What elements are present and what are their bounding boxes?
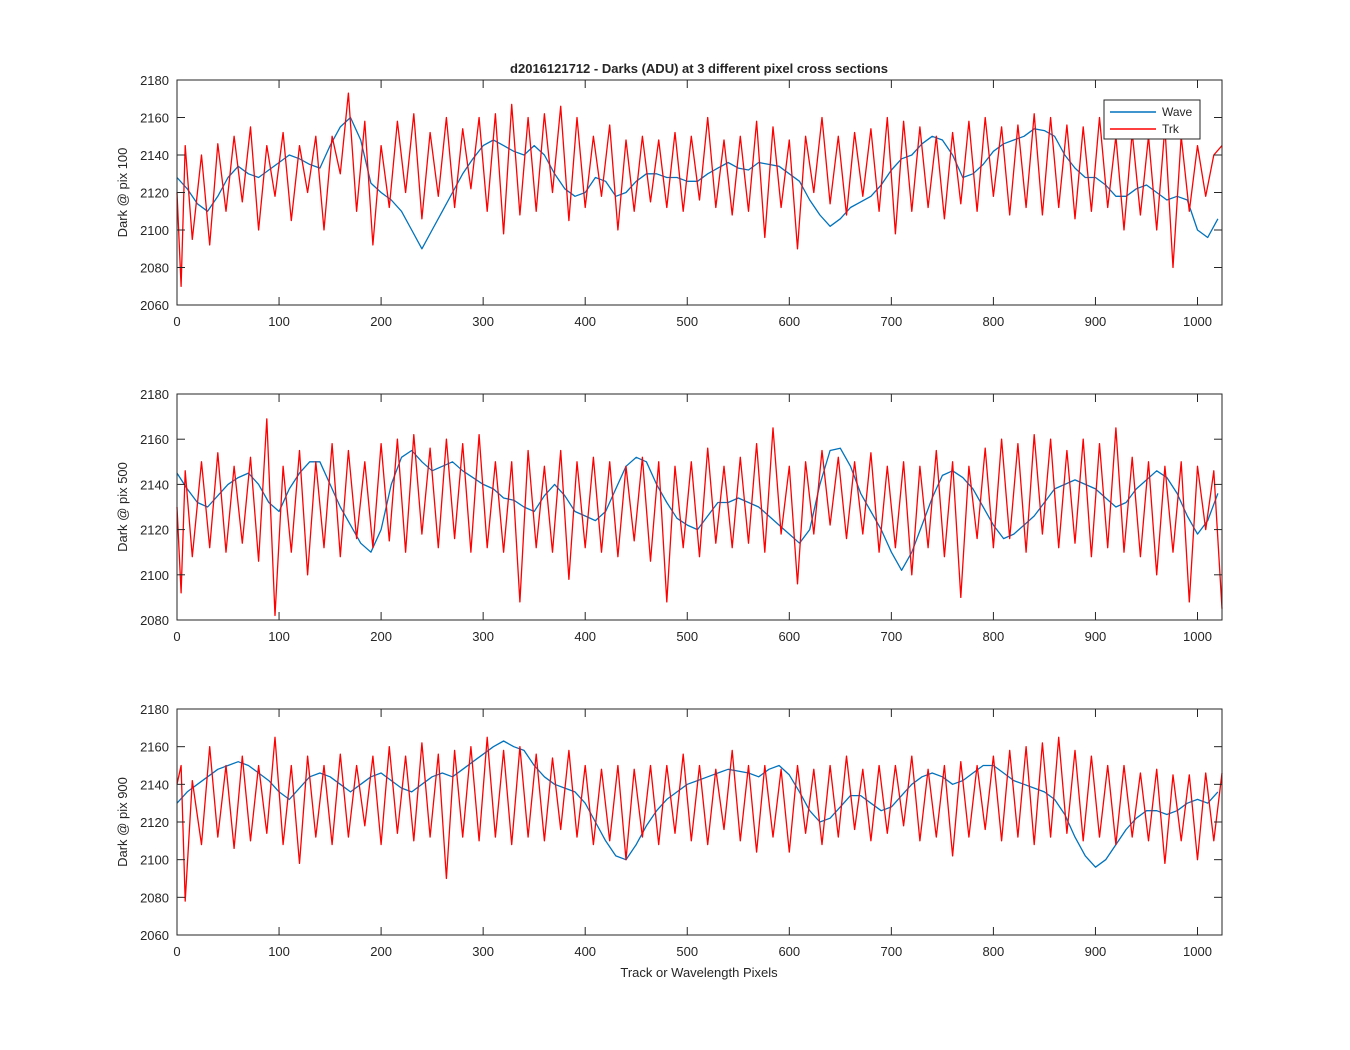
panels: 0 100 200 300 400 500 600 700 800 900 100020602080… [115, 73, 1223, 959]
y-tick-label: 2180 [140, 387, 169, 402]
legend: Wave Trk [1103, 99, 1201, 140]
x-tick-label: 1000 [1183, 944, 1212, 959]
x-tick-label: 700 [881, 944, 903, 959]
y-axis-label: Dark @ pix 900 [115, 777, 130, 867]
x-tick-label: 200 [370, 629, 392, 644]
y-tick-label: 2080 [140, 261, 169, 276]
x-tick-label: 900 [1085, 314, 1107, 329]
x-tick-label: 400 [574, 944, 596, 959]
x-tick-label: 300 [472, 629, 494, 644]
x-tick-label: 500 [676, 314, 698, 329]
x-tick-label: 200 [370, 944, 392, 959]
plot-area [177, 394, 1222, 620]
y-tick-label: 2160 [140, 432, 169, 447]
x-tick-label: 400 [574, 629, 596, 644]
y-tick-label: 2140 [140, 148, 169, 163]
y-tick-label: 2120 [140, 815, 169, 830]
x-tick-label: 800 [983, 944, 1005, 959]
x-tick-label: 200 [370, 314, 392, 329]
chart-title: d2016121712 - Darks (ADU) at 3 different… [510, 61, 888, 76]
x-tick-label: 600 [778, 314, 800, 329]
series-line-trk [176, 736, 1223, 902]
plot-area [177, 709, 1222, 935]
x-axis-label: Track or Wavelength Pixels [620, 965, 778, 980]
x-tick-label: 800 [983, 314, 1005, 329]
y-tick-label: 2140 [140, 477, 169, 492]
y-tick-label: 2160 [140, 111, 169, 126]
panel-2: 0 100 200 300 400 500 600 700 800 900 1000 2080 2100… [115, 387, 1223, 644]
series-line-trk [176, 92, 1223, 287]
x-tick-label: 1000 [1183, 314, 1212, 329]
legend-entry-wave: Wave [1162, 105, 1193, 119]
legend-box [1103, 99, 1201, 140]
y-tick-label: 2140 [140, 777, 169, 792]
y-tick-label: 2160 [140, 740, 169, 755]
y-tick-label: 2080 [140, 613, 169, 628]
panel-1: 0 100 200 300 400 500 600 700 800 900 1000 2060 2080… [115, 73, 1223, 329]
y-tick-label: 2120 [140, 523, 169, 538]
y-axis-label: Dark @ pix 500 [115, 462, 130, 552]
y-tick-label: 2100 [140, 853, 169, 868]
x-tick-label: 800 [983, 629, 1005, 644]
x-tick-label: 500 [676, 629, 698, 644]
x-tick-label: 100 [268, 629, 290, 644]
x-tick-label: 700 [881, 314, 903, 329]
y-tick-label: 2180 [140, 702, 169, 717]
panel-3: 0 100 200 300 400 500 600 700 800 900 1000 2060 2080… [115, 702, 1223, 959]
x-tick-label: 1000 [1183, 629, 1212, 644]
plot-area [177, 80, 1222, 305]
x-tick-label: 500 [676, 944, 698, 959]
legend-entry-trk: Trk [1162, 122, 1180, 136]
y-tick-label: 2080 [140, 890, 169, 905]
y-tick-label: 2100 [140, 568, 169, 583]
x-tick-label: 400 [574, 314, 596, 329]
x-tick-label: 300 [472, 944, 494, 959]
x-tick-label: 900 [1085, 629, 1107, 644]
y-tick-label: 2060 [140, 298, 169, 313]
y-tick-label: 2120 [140, 186, 169, 201]
y-axis-label: Dark @ pix 100 [115, 148, 130, 238]
y-tick-label: 2060 [140, 928, 169, 943]
x-tick-label: 0 [173, 629, 180, 644]
x-tick-label: 100 [268, 944, 290, 959]
x-tick-label: 900 [1085, 944, 1107, 959]
y-tick-label: 2180 [140, 73, 169, 88]
x-tick-label: 600 [778, 944, 800, 959]
x-tick-label: 700 [881, 629, 903, 644]
x-tick-label: 600 [778, 629, 800, 644]
x-tick-label: 0 [173, 314, 180, 329]
axes-box [176, 393, 1223, 621]
x-tick-label: 100 [268, 314, 290, 329]
x-tick-label: 300 [472, 314, 494, 329]
series-line-trk [176, 418, 1223, 617]
y-tick-label: 2100 [140, 223, 169, 238]
x-tick-label: 0 [173, 944, 180, 959]
